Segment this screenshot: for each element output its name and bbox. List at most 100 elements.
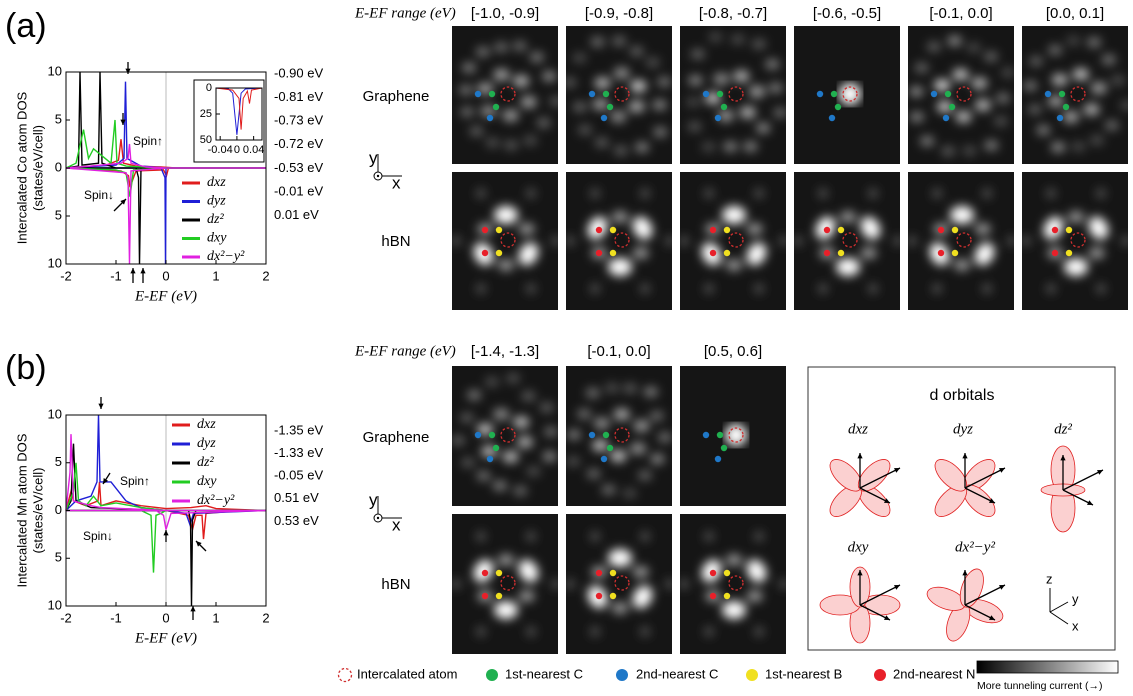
blob [934,79,950,91]
blob [476,284,486,294]
arrow-head [190,606,195,611]
site-dot [487,115,493,121]
site-dot [724,250,730,256]
annotation: Spin↓ [83,529,113,543]
site-dot [482,593,488,599]
blob [527,466,541,476]
blob [747,590,763,602]
blob [638,470,652,480]
blob [610,111,626,123]
stm-image [679,514,789,654]
energy-label: -0.72 eV [274,136,323,151]
site-dot [938,227,944,233]
blob [686,97,700,107]
blob [602,485,616,495]
orbital-label: dxz [848,421,868,437]
blob [868,188,878,198]
blob [526,188,536,198]
site-dot [489,91,495,97]
site-dot [1063,104,1069,110]
site-dot [607,445,613,451]
blob [503,110,519,122]
orbital-label: dxy [848,539,869,555]
blob [513,75,529,87]
blob [629,100,645,112]
blob [549,96,563,106]
x-tick-label: 2 [262,268,269,283]
axis-label: y [369,148,378,167]
stm-image [1022,26,1133,164]
blob [467,390,481,400]
blob [587,469,601,479]
site-dot [717,91,723,97]
blob [526,284,536,294]
energy-label: -0.73 eV [274,113,323,128]
blob [679,579,689,589]
blob [708,32,722,42]
site-dot [715,456,721,462]
blob [740,106,756,118]
blob [963,146,977,156]
site-dot [610,593,616,599]
blob [1089,247,1105,259]
blob [793,236,803,246]
site-dot [952,250,958,256]
blob [653,127,667,137]
blob [640,531,650,541]
stm-bg [566,26,672,164]
stm-image [563,26,672,164]
y-tick-label: 10 [48,255,62,270]
stm-blobs [839,83,861,105]
blob [567,430,581,440]
blob [1021,236,1031,246]
blob [722,601,746,619]
range-header: E-EF range (eV) [354,5,456,21]
blob [1087,37,1101,47]
arrow-head [130,268,135,273]
y-tick-label: 50 [200,134,212,146]
energy-label: -0.01 eV [274,183,323,198]
blob [595,77,611,89]
stm-bg [908,172,1014,310]
site-dot [596,593,602,599]
blob [513,416,529,428]
energy-label: -1.35 eV [274,422,323,437]
orbital-label: dz² [1054,421,1072,437]
blob [1051,142,1065,152]
blob [644,387,658,397]
site-dot [952,227,958,233]
blob [513,486,527,496]
blob [1007,236,1017,246]
blob [459,85,473,95]
blob [702,142,716,152]
axis-label: z [1046,571,1053,586]
blob [1084,104,1100,116]
row-label: Graphene [363,429,430,446]
site-dot [487,456,493,462]
blob [733,70,749,82]
stm-image [793,172,903,310]
x-tick-label: -1 [110,610,122,625]
blob [590,531,600,541]
blob [460,413,474,423]
blob [953,69,969,81]
site-dot [596,570,602,576]
stm-bg [566,514,672,654]
blob [920,136,934,146]
energy-label: 0.53 eV [274,513,319,528]
y-tick-label: 0 [55,159,62,174]
blob [614,146,628,156]
site-dot [610,250,616,256]
legend-label: dxy [207,231,227,246]
site-dot [496,593,502,599]
blob [950,206,974,224]
blob [839,83,861,105]
blob [543,451,557,461]
site-dot [489,432,495,438]
blob [650,411,664,421]
blob [462,63,476,73]
x-tick-label: 0.04 [243,144,264,156]
range-label: [-1.0, -0.9] [471,5,539,22]
colorbar [977,661,1118,673]
arrow-head [98,404,103,409]
